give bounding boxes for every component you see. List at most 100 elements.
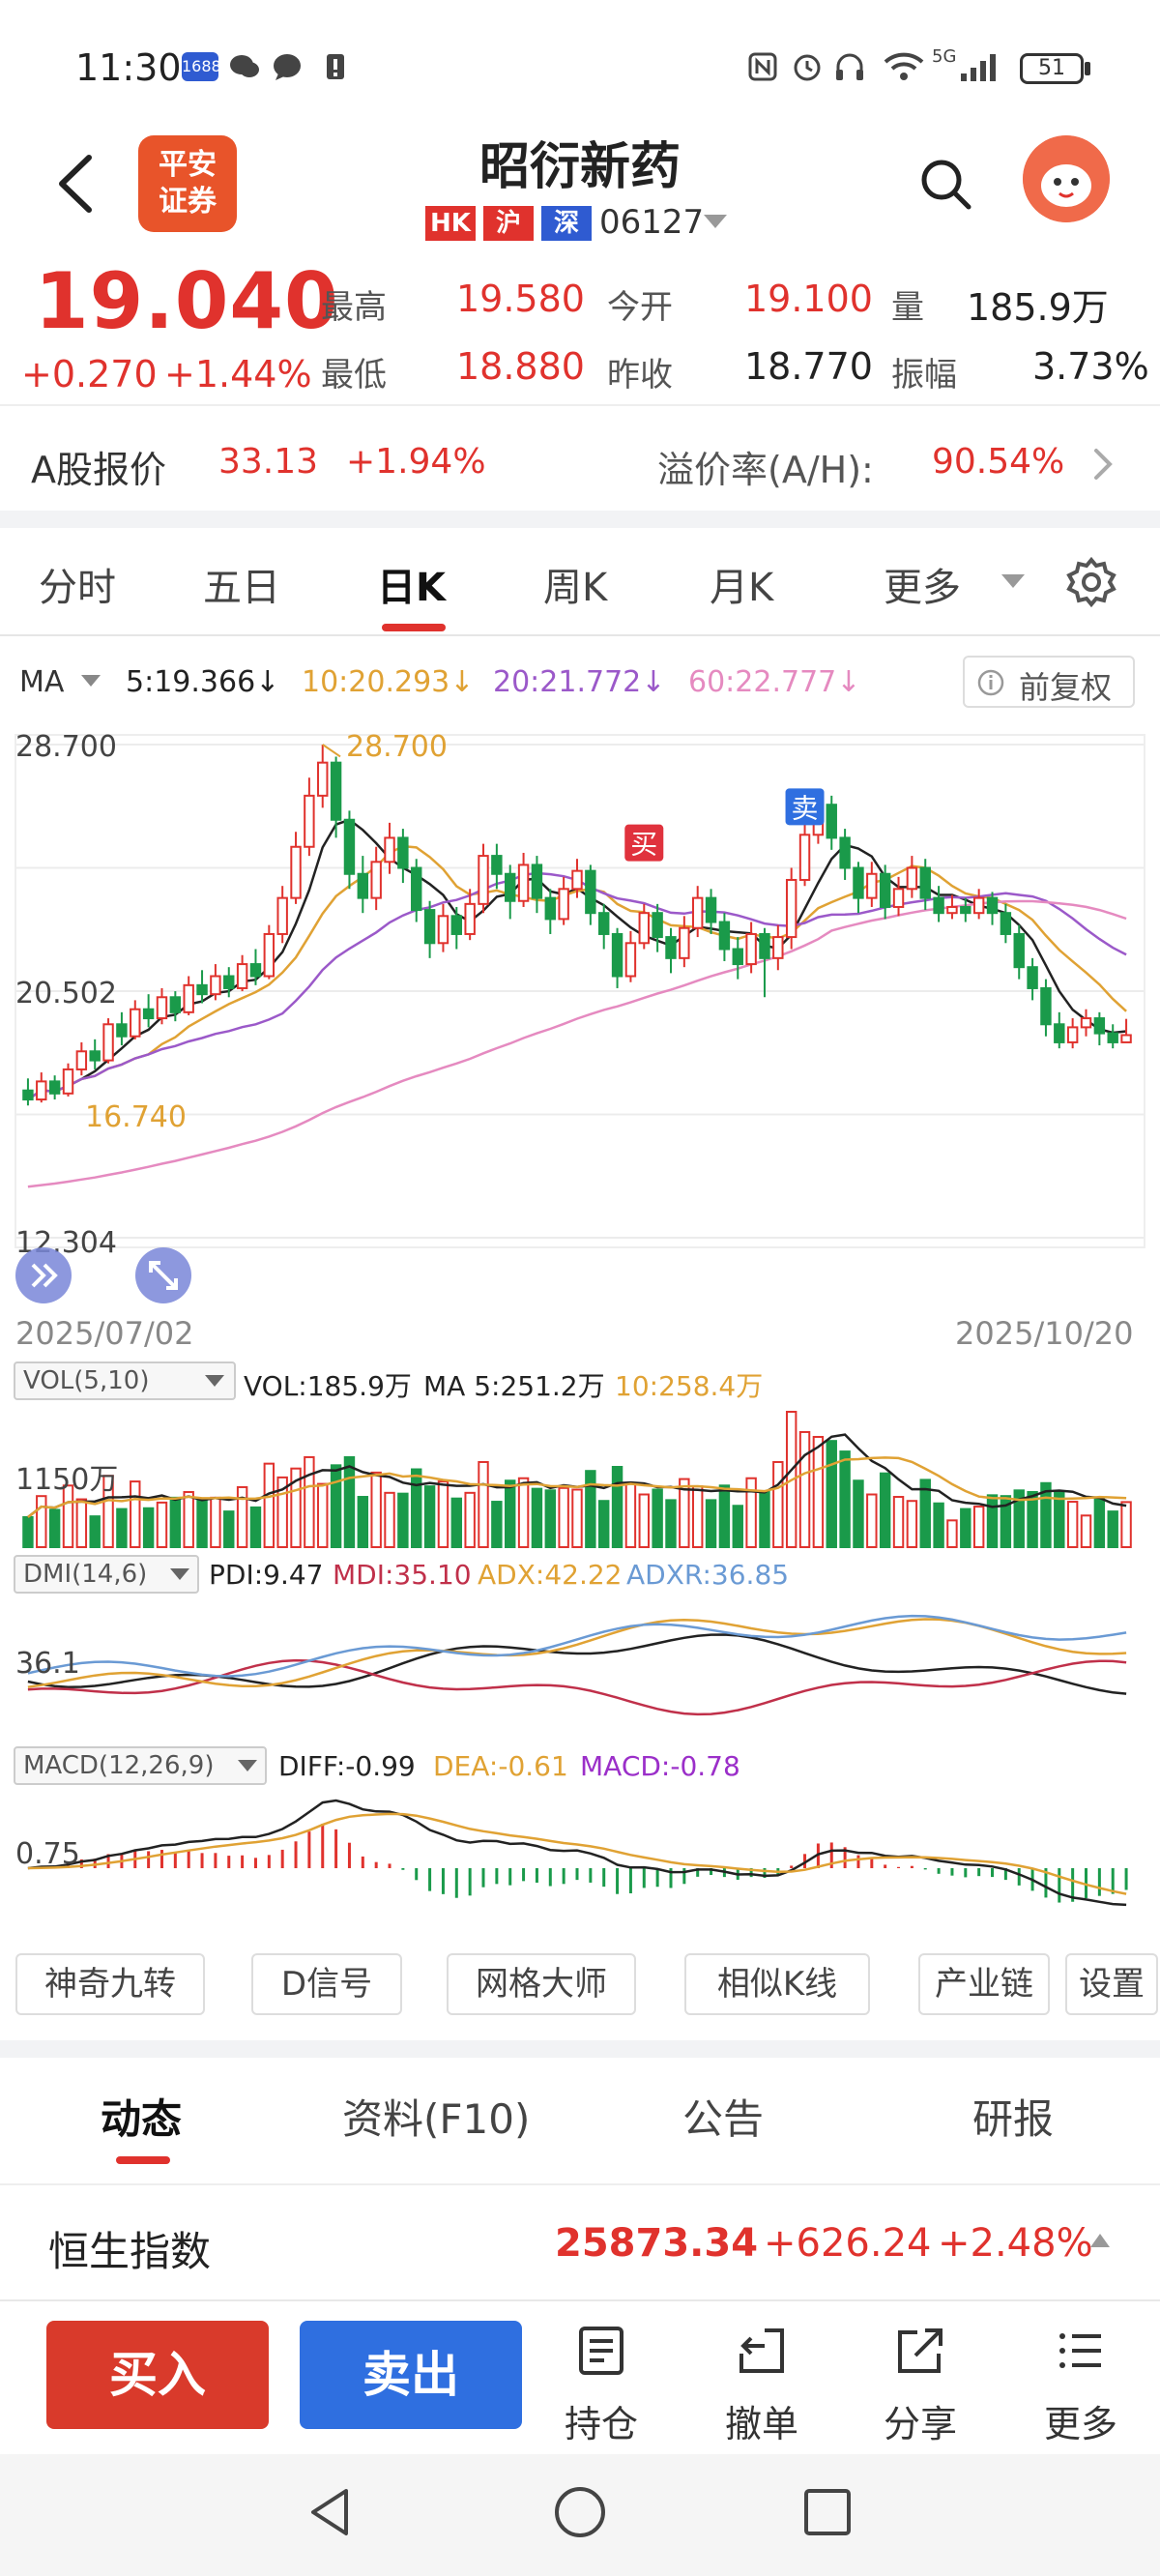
cancel-order-button[interactable]: 撤单 xyxy=(704,2321,820,2445)
tool-similar-kline[interactable]: 相似K线 xyxy=(684,1953,870,2015)
sell-button[interactable]: 卖出 xyxy=(300,2321,522,2429)
high-leader-line xyxy=(322,744,341,758)
volume-bar xyxy=(665,1499,677,1548)
chevron-down-icon[interactable] xyxy=(704,215,727,228)
tab-announcements[interactable]: 公告 xyxy=(682,2095,765,2143)
macd-indicator-selector[interactable]: MACD(12,26,9) xyxy=(14,1746,267,1785)
expand-panel-button[interactable] xyxy=(15,1247,72,1303)
price-adjust-button[interactable]: 前复权 xyxy=(963,656,1135,708)
tool-industry-chain[interactable]: 产业链 xyxy=(918,1953,1050,2015)
premium-value[interactable]: 90.54% xyxy=(932,442,1065,482)
macd-dea-text: DEA:-0.61 xyxy=(433,1750,568,1782)
back-button[interactable] xyxy=(48,150,106,218)
candle xyxy=(986,892,999,925)
dmi-indicator-selector[interactable]: DMI(14,6) xyxy=(14,1555,199,1594)
dmi-pdi-text: PDI:9.47 xyxy=(209,1559,324,1591)
volume-bar xyxy=(1000,1495,1012,1549)
volume-ma10-line xyxy=(27,1456,1127,1518)
buy-button[interactable]: 买入 xyxy=(46,2321,269,2429)
tab-f10[interactable]: 资料(F10) xyxy=(342,2095,531,2143)
dmi-adxr-text: ADXR:36.85 xyxy=(626,1559,790,1591)
volume-bar xyxy=(732,1505,743,1548)
volume-value: 185.9万 xyxy=(967,286,1109,329)
a-share-percent[interactable]: +1.94% xyxy=(346,442,486,482)
index-name[interactable]: 恒生指数 xyxy=(48,2228,212,2275)
candle xyxy=(718,913,731,961)
tab-research[interactable]: 研报 xyxy=(972,2095,1055,2143)
more-menu-button[interactable]: 更多 xyxy=(1023,2321,1139,2445)
volume-bar xyxy=(196,1499,208,1548)
premium-label[interactable]: 溢价率(A/H): xyxy=(657,449,874,491)
nav-home-icon[interactable] xyxy=(551,2483,609,2541)
candle xyxy=(75,1041,88,1076)
tab-weekly-k[interactable]: 周K xyxy=(543,566,608,610)
chart-settings-button[interactable] xyxy=(1065,556,1117,608)
broker-logo-line1: 平安 xyxy=(159,148,217,182)
candle xyxy=(263,924,276,980)
index-change[interactable]: +626.24 xyxy=(764,2221,932,2266)
network-type: 5G xyxy=(932,46,957,67)
menu-list-icon xyxy=(1059,2333,1101,2368)
candle xyxy=(437,903,450,952)
kline-chart[interactable]: 买卖 xyxy=(0,716,1160,1305)
volume-bar xyxy=(102,1475,114,1548)
a-share-label[interactable]: A股报价 xyxy=(31,449,166,491)
volume-bar xyxy=(598,1500,610,1548)
tool-magic-nine[interactable]: 神奇九转 xyxy=(15,1953,205,2015)
volume-bar xyxy=(812,1435,825,1549)
chevron-down-icon[interactable] xyxy=(81,675,101,687)
share-button[interactable]: 分享 xyxy=(862,2321,978,2445)
volume-indicator-selector[interactable]: VOL(5,10) xyxy=(14,1361,236,1400)
stock-code[interactable]: 06127 xyxy=(599,203,705,242)
fullscreen-button[interactable] xyxy=(135,1247,191,1303)
search-icon xyxy=(921,160,972,210)
volume-bar xyxy=(210,1496,221,1548)
nav-recents-icon[interactable] xyxy=(798,2483,856,2541)
volume-bar xyxy=(62,1484,74,1548)
volume-bar xyxy=(411,1468,422,1548)
tab-five-day[interactable]: 五日 xyxy=(203,566,280,610)
a-share-price[interactable]: 33.13 xyxy=(218,442,319,482)
tool-settings[interactable]: 设置 xyxy=(1065,1953,1158,2015)
tool-d-signal[interactable]: D信号 xyxy=(251,1953,402,2015)
chevron-down-icon[interactable] xyxy=(1001,574,1025,588)
candle xyxy=(102,1018,114,1064)
search-button[interactable] xyxy=(916,155,974,213)
candle xyxy=(517,852,530,907)
volume-bar xyxy=(919,1478,931,1548)
open-value: 19.100 xyxy=(744,278,873,320)
amplitude-value: 3.73% xyxy=(1032,345,1149,388)
index-percent[interactable]: +2.48% xyxy=(938,2221,1093,2266)
kline-start-date: 2025/07/02 xyxy=(15,1315,194,1352)
volume-bar xyxy=(491,1501,503,1548)
volume-bar xyxy=(705,1499,717,1548)
ma-selector[interactable]: MA xyxy=(19,665,65,699)
positions-button[interactable]: 持仓 xyxy=(543,2321,659,2445)
candle xyxy=(423,900,436,958)
chevron-right-icon[interactable] xyxy=(1088,445,1117,483)
divider xyxy=(0,2183,1160,2185)
tab-news[interactable]: 动态 xyxy=(101,2095,183,2143)
nav-back-icon[interactable] xyxy=(302,2483,360,2541)
volume-bar xyxy=(437,1480,450,1548)
stock-name: 昭衍新药 xyxy=(478,138,681,196)
last-price: 19.040 xyxy=(35,256,339,346)
tool-grid-master[interactable]: 网格大师 xyxy=(447,1953,636,2015)
volume-bar xyxy=(585,1470,596,1548)
index-value[interactable]: 25873.34 xyxy=(555,2221,759,2266)
tab-more[interactable]: 更多 xyxy=(884,566,961,610)
chevron-up-icon[interactable] xyxy=(1090,2234,1110,2247)
candle xyxy=(210,964,221,1001)
candle xyxy=(1040,979,1052,1037)
assistant-avatar[interactable] xyxy=(1023,135,1110,222)
tab-daily-k[interactable]: 日K xyxy=(377,566,446,610)
change-percent: +1.44% xyxy=(164,353,312,395)
volume-bar xyxy=(679,1478,690,1548)
candle xyxy=(464,889,476,941)
buy-marker[interactable]: 买 xyxy=(624,824,664,862)
sell-marker[interactable]: 卖 xyxy=(785,788,825,826)
candle xyxy=(1107,1024,1118,1049)
macd-diff-line xyxy=(27,1799,1127,1907)
tab-intraday[interactable]: 分时 xyxy=(39,566,116,610)
tab-monthly-k[interactable]: 月K xyxy=(710,566,774,610)
